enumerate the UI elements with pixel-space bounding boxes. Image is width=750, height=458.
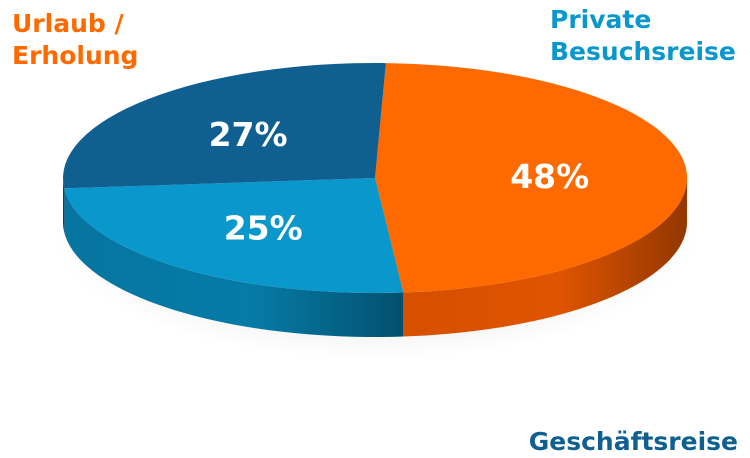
category-label-1: Private Besuchsreise bbox=[550, 5, 736, 66]
category-label-0: Urlaub / Erholung bbox=[12, 9, 138, 70]
slice-2 bbox=[62, 62, 386, 189]
category-label-2: Geschäftsreise bbox=[529, 427, 738, 456]
slice-0 bbox=[375, 63, 688, 293]
category-label-1-line-1: Besuchsreise bbox=[550, 37, 736, 66]
slice-side-shade-1 bbox=[64, 188, 404, 337]
category-label-0-line-0: Urlaub / bbox=[12, 9, 124, 38]
value-label-0: 48% bbox=[510, 157, 589, 196]
category-label-1-line-0: Private bbox=[550, 5, 651, 34]
slice-side-shade-2 bbox=[63, 178, 65, 233]
slice-side-shade-0 bbox=[403, 178, 687, 337]
value-label-1: 25% bbox=[224, 209, 303, 248]
category-label-0-line-1: Erholung bbox=[12, 41, 138, 70]
value-label-2: 27% bbox=[209, 115, 288, 154]
category-label-2-line-0: Geschäftsreise bbox=[529, 427, 738, 456]
slice-1 bbox=[64, 178, 404, 294]
